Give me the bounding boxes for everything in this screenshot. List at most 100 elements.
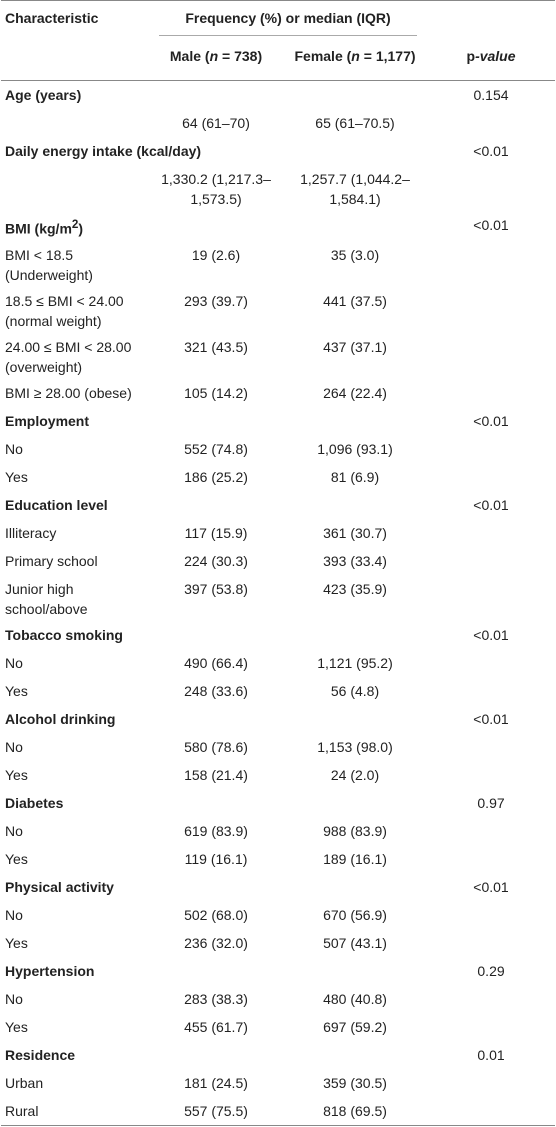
- section-row: BMI (kg/m2) <0.01: [1, 211, 555, 241]
- text-segment: = 738): [218, 48, 263, 64]
- female-value: 507 (43.1): [323, 934, 387, 951]
- cell: [427, 1097, 555, 1126]
- male-value: 490 (66.4): [184, 654, 248, 671]
- male-value: 321 (43.5): [184, 338, 248, 355]
- section-row: Residence 0.01: [1, 1041, 555, 1069]
- data-row: Junior high school/above 397 (53.8) 423 (3…: [1, 575, 555, 621]
- cell: [283, 873, 427, 901]
- row-label: Rural: [5, 1102, 39, 1119]
- cell: [283, 1041, 427, 1069]
- cell: [283, 211, 427, 241]
- text-segment: Diabetes: [5, 794, 64, 811]
- p-value: 0.29: [477, 962, 505, 979]
- data-row: No 502 (68.0) 670 (56.9): [1, 901, 555, 929]
- cell: [283, 705, 427, 733]
- cell: [283, 407, 427, 435]
- p-value: <0.01: [473, 496, 509, 513]
- p-value: <0.01: [473, 626, 509, 643]
- cell: [427, 901, 555, 929]
- text-segment: Alcohol drinking: [5, 710, 116, 727]
- female-value: 35 (3.0): [330, 246, 380, 263]
- section-title: Residence: [1, 1041, 283, 1069]
- male-value: 105 (14.2): [184, 384, 248, 401]
- cell: [283, 491, 427, 519]
- row-label: [1, 165, 149, 211]
- section-title: Age (years): [1, 81, 283, 110]
- row-label: Urban: [5, 1074, 44, 1091]
- text-segment: -value: [475, 48, 516, 64]
- male-value: 293 (39.7): [184, 292, 248, 309]
- male-value: 557 (75.5): [184, 1102, 248, 1119]
- data-row: Yes 186 (25.2) 81 (6.9): [1, 463, 555, 491]
- text-segment: Tobacco smoking: [5, 626, 123, 643]
- female-value: 988 (83.9): [323, 822, 387, 839]
- data-row: 18.5 ≤ BMI < 24.00 (normal weight) 293 (3…: [1, 287, 555, 333]
- row-label: Yes: [5, 850, 28, 867]
- cell: [427, 333, 555, 379]
- male-value: 619 (83.9): [184, 822, 248, 839]
- female-value: 24 (2.0): [330, 766, 380, 783]
- data-row: Rural 557 (75.5) 818 (69.5): [1, 1097, 555, 1126]
- row-label: Yes: [5, 468, 28, 485]
- cell: [427, 817, 555, 845]
- cell: [283, 957, 427, 985]
- cell: [283, 789, 427, 817]
- text-segment: n: [209, 48, 219, 64]
- data-row: Yes 455 (61.7) 697 (59.2): [1, 1013, 555, 1041]
- cell: [427, 575, 555, 621]
- cell: [427, 109, 555, 137]
- male-value: 64 (61–70): [182, 115, 250, 131]
- female-value: 437 (37.1): [323, 338, 387, 355]
- male-value: 283 (38.3): [184, 990, 248, 1007]
- row-label: 24.00 ≤ BMI < 28.00 (overweight): [5, 338, 132, 375]
- male-value: 552 (74.8): [184, 440, 248, 457]
- header-cell: Characteristic: [5, 10, 99, 26]
- cell: [283, 81, 427, 110]
- row-label: BMI ≥ 28.00 (obese): [5, 384, 132, 401]
- p-value: <0.01: [473, 217, 509, 233]
- female-value: 697 (59.2): [323, 1018, 387, 1035]
- cell: [427, 165, 555, 211]
- row-label: BMI < 18.5 (Underweight): [5, 246, 93, 283]
- text-segment: Residence: [5, 1046, 76, 1063]
- section-row: Diabetes 0.97: [1, 789, 555, 817]
- text-segment: Physical activity: [5, 878, 114, 895]
- cell: [427, 761, 555, 789]
- female-value: 361 (30.7): [323, 524, 387, 541]
- data-row: Yes 158 (21.4) 24 (2.0): [1, 761, 555, 789]
- section-title: Education level: [1, 491, 283, 519]
- male-value: 236 (32.0): [184, 934, 248, 951]
- female-value: 359 (30.5): [323, 1074, 387, 1091]
- data-row: No 283 (38.3) 480 (40.8): [1, 985, 555, 1013]
- data-row: No 552 (74.8) 1,096 (93.1): [1, 435, 555, 463]
- header-cell: Male (n = 738): [149, 40, 283, 81]
- data-row: 24.00 ≤ BMI < 28.00 (overweight) 321 (43.…: [1, 333, 555, 379]
- female-value: 441 (37.5): [323, 292, 387, 309]
- cell: [427, 547, 555, 575]
- text-segment: Daily energy intake (kcal/day): [5, 143, 202, 159]
- cell: [427, 463, 555, 491]
- female-value: 1,257.7 (1,044.2–1,584.1): [300, 171, 410, 207]
- section-title: BMI (kg/m2): [1, 211, 283, 241]
- section-title: Daily energy intake (kcal/day): [1, 137, 283, 165]
- p-value: <0.01: [473, 143, 509, 159]
- section-title: Physical activity: [1, 873, 283, 901]
- section-row: Age (years) 0.154: [1, 81, 555, 110]
- section-row: Hypertension 0.29: [1, 957, 555, 985]
- header-cell: [1, 40, 149, 81]
- female-value: 1,096 (93.1): [317, 440, 393, 457]
- section-row: Tobacco smoking <0.01: [1, 621, 555, 649]
- female-value: 393 (33.4): [323, 552, 387, 569]
- male-value: 580 (78.6): [184, 738, 248, 755]
- text-segment: = 1,177): [359, 48, 416, 64]
- cell: [283, 621, 427, 649]
- row-label: Primary school: [5, 552, 98, 569]
- female-value: 56 (4.8): [330, 682, 380, 699]
- cell: [427, 649, 555, 677]
- female-value: 818 (69.5): [323, 1102, 387, 1119]
- header-cell: Female (n = 1,177): [283, 40, 428, 81]
- text-segment: Employment: [5, 412, 90, 429]
- text-segment: ): [78, 220, 84, 237]
